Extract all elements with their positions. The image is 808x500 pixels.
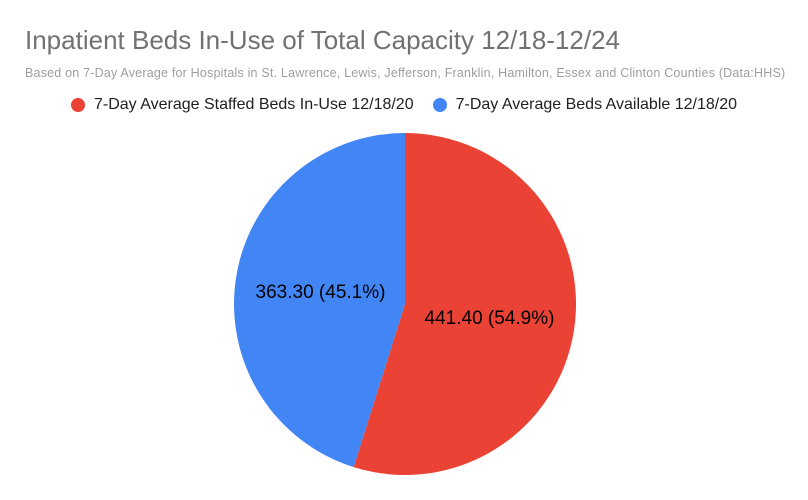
legend-item-staffed-beds-in-use: 7-Day Average Staffed Beds In-Use 12/18/…	[70, 96, 414, 114]
series-swatch-red-icon	[70, 98, 85, 112]
chart-subtitle: Based on 7-Day Average for Hospitals in …	[25, 66, 786, 80]
pie-slice-0	[353, 133, 577, 475]
legend-item-beds-available: 7-Day Average Beds Available 12/18/20	[432, 96, 737, 114]
pie-slice-1	[234, 133, 405, 468]
chart-legend: 7-Day Average Staffed Beds In-Use 12/18/…	[0, 96, 808, 114]
pie-slice-label-1: 363.30 (45.1%)	[256, 282, 386, 303]
pie-slice-label-0: 441.40 (54.9%)	[425, 308, 555, 329]
series-swatch-blue-icon	[432, 98, 447, 112]
chart-title: Inpatient Beds In-Use of Total Capacity …	[25, 25, 621, 55]
legend-label-beds-available: 7-Day Average Beds Available 12/18/20	[455, 96, 737, 113]
legend-label-staffed-beds-in-use: 7-Day Average Staffed Beds In-Use 12/18/…	[93, 96, 414, 113]
